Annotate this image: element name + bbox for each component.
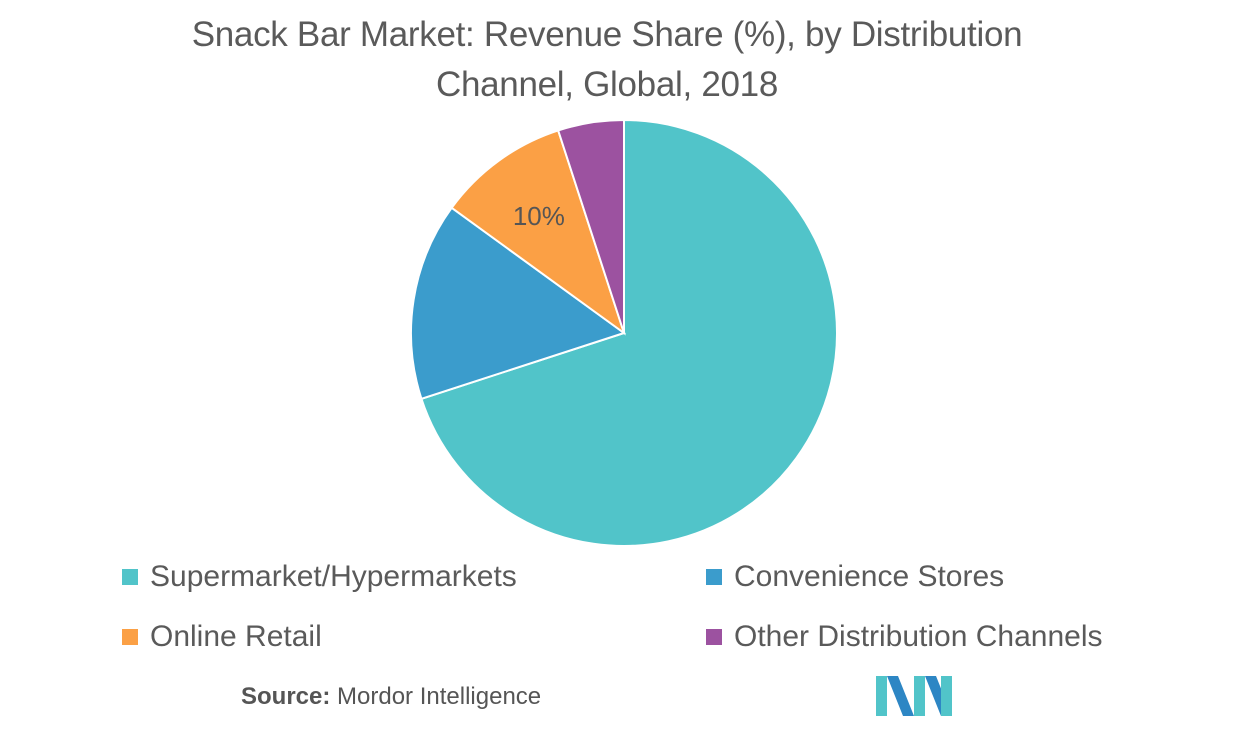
legend-item-convenience: Convenience Stores	[706, 557, 1004, 597]
chart-title-line-2: Channel, Global, 2018	[435, 65, 778, 104]
logo-left-diagonal	[887, 676, 914, 716]
chart-title: Snack Bar Market: Revenue Share (%), by …	[0, 10, 1214, 110]
pie-slice-online	[450, 129, 626, 336]
legend-label-other: Other Distribution Channels	[734, 620, 1103, 653]
source-note: Source: Mordor Intelligence	[241, 683, 541, 711]
legend-label-online: Online Retail	[150, 620, 322, 653]
legend-label-supermarket: Supermarket/Hypermarkets	[150, 560, 517, 593]
logo-left-bar	[876, 676, 887, 716]
source-label: Source:	[241, 683, 331, 710]
logo-mid-bar	[914, 676, 925, 716]
legend-item-online: Online Retail	[122, 617, 322, 657]
source-text: Mordor Intelligence	[337, 683, 542, 710]
pie-slice-other	[556, 118, 625, 334]
data-label-online: 10%	[513, 201, 565, 231]
pie-slice-supermarket	[420, 118, 838, 547]
chart-title-line-1: Snack Bar Market: Revenue Share (%), by …	[191, 15, 1023, 54]
legend-label-convenience: Convenience Stores	[734, 560, 1005, 593]
legend-swatch-other	[706, 629, 722, 645]
mordor-logo-icon	[876, 676, 952, 716]
logo-right-bar	[941, 676, 952, 716]
legend-swatch-convenience	[706, 569, 722, 585]
legend-swatch-online	[122, 629, 138, 645]
legend-item-supermarket: Supermarket/Hypermarkets	[122, 557, 517, 597]
legend-swatch-supermarket	[122, 569, 138, 585]
legend-item-other: Other Distribution Channels	[706, 617, 1103, 657]
pie-slice-convenience	[410, 206, 627, 401]
